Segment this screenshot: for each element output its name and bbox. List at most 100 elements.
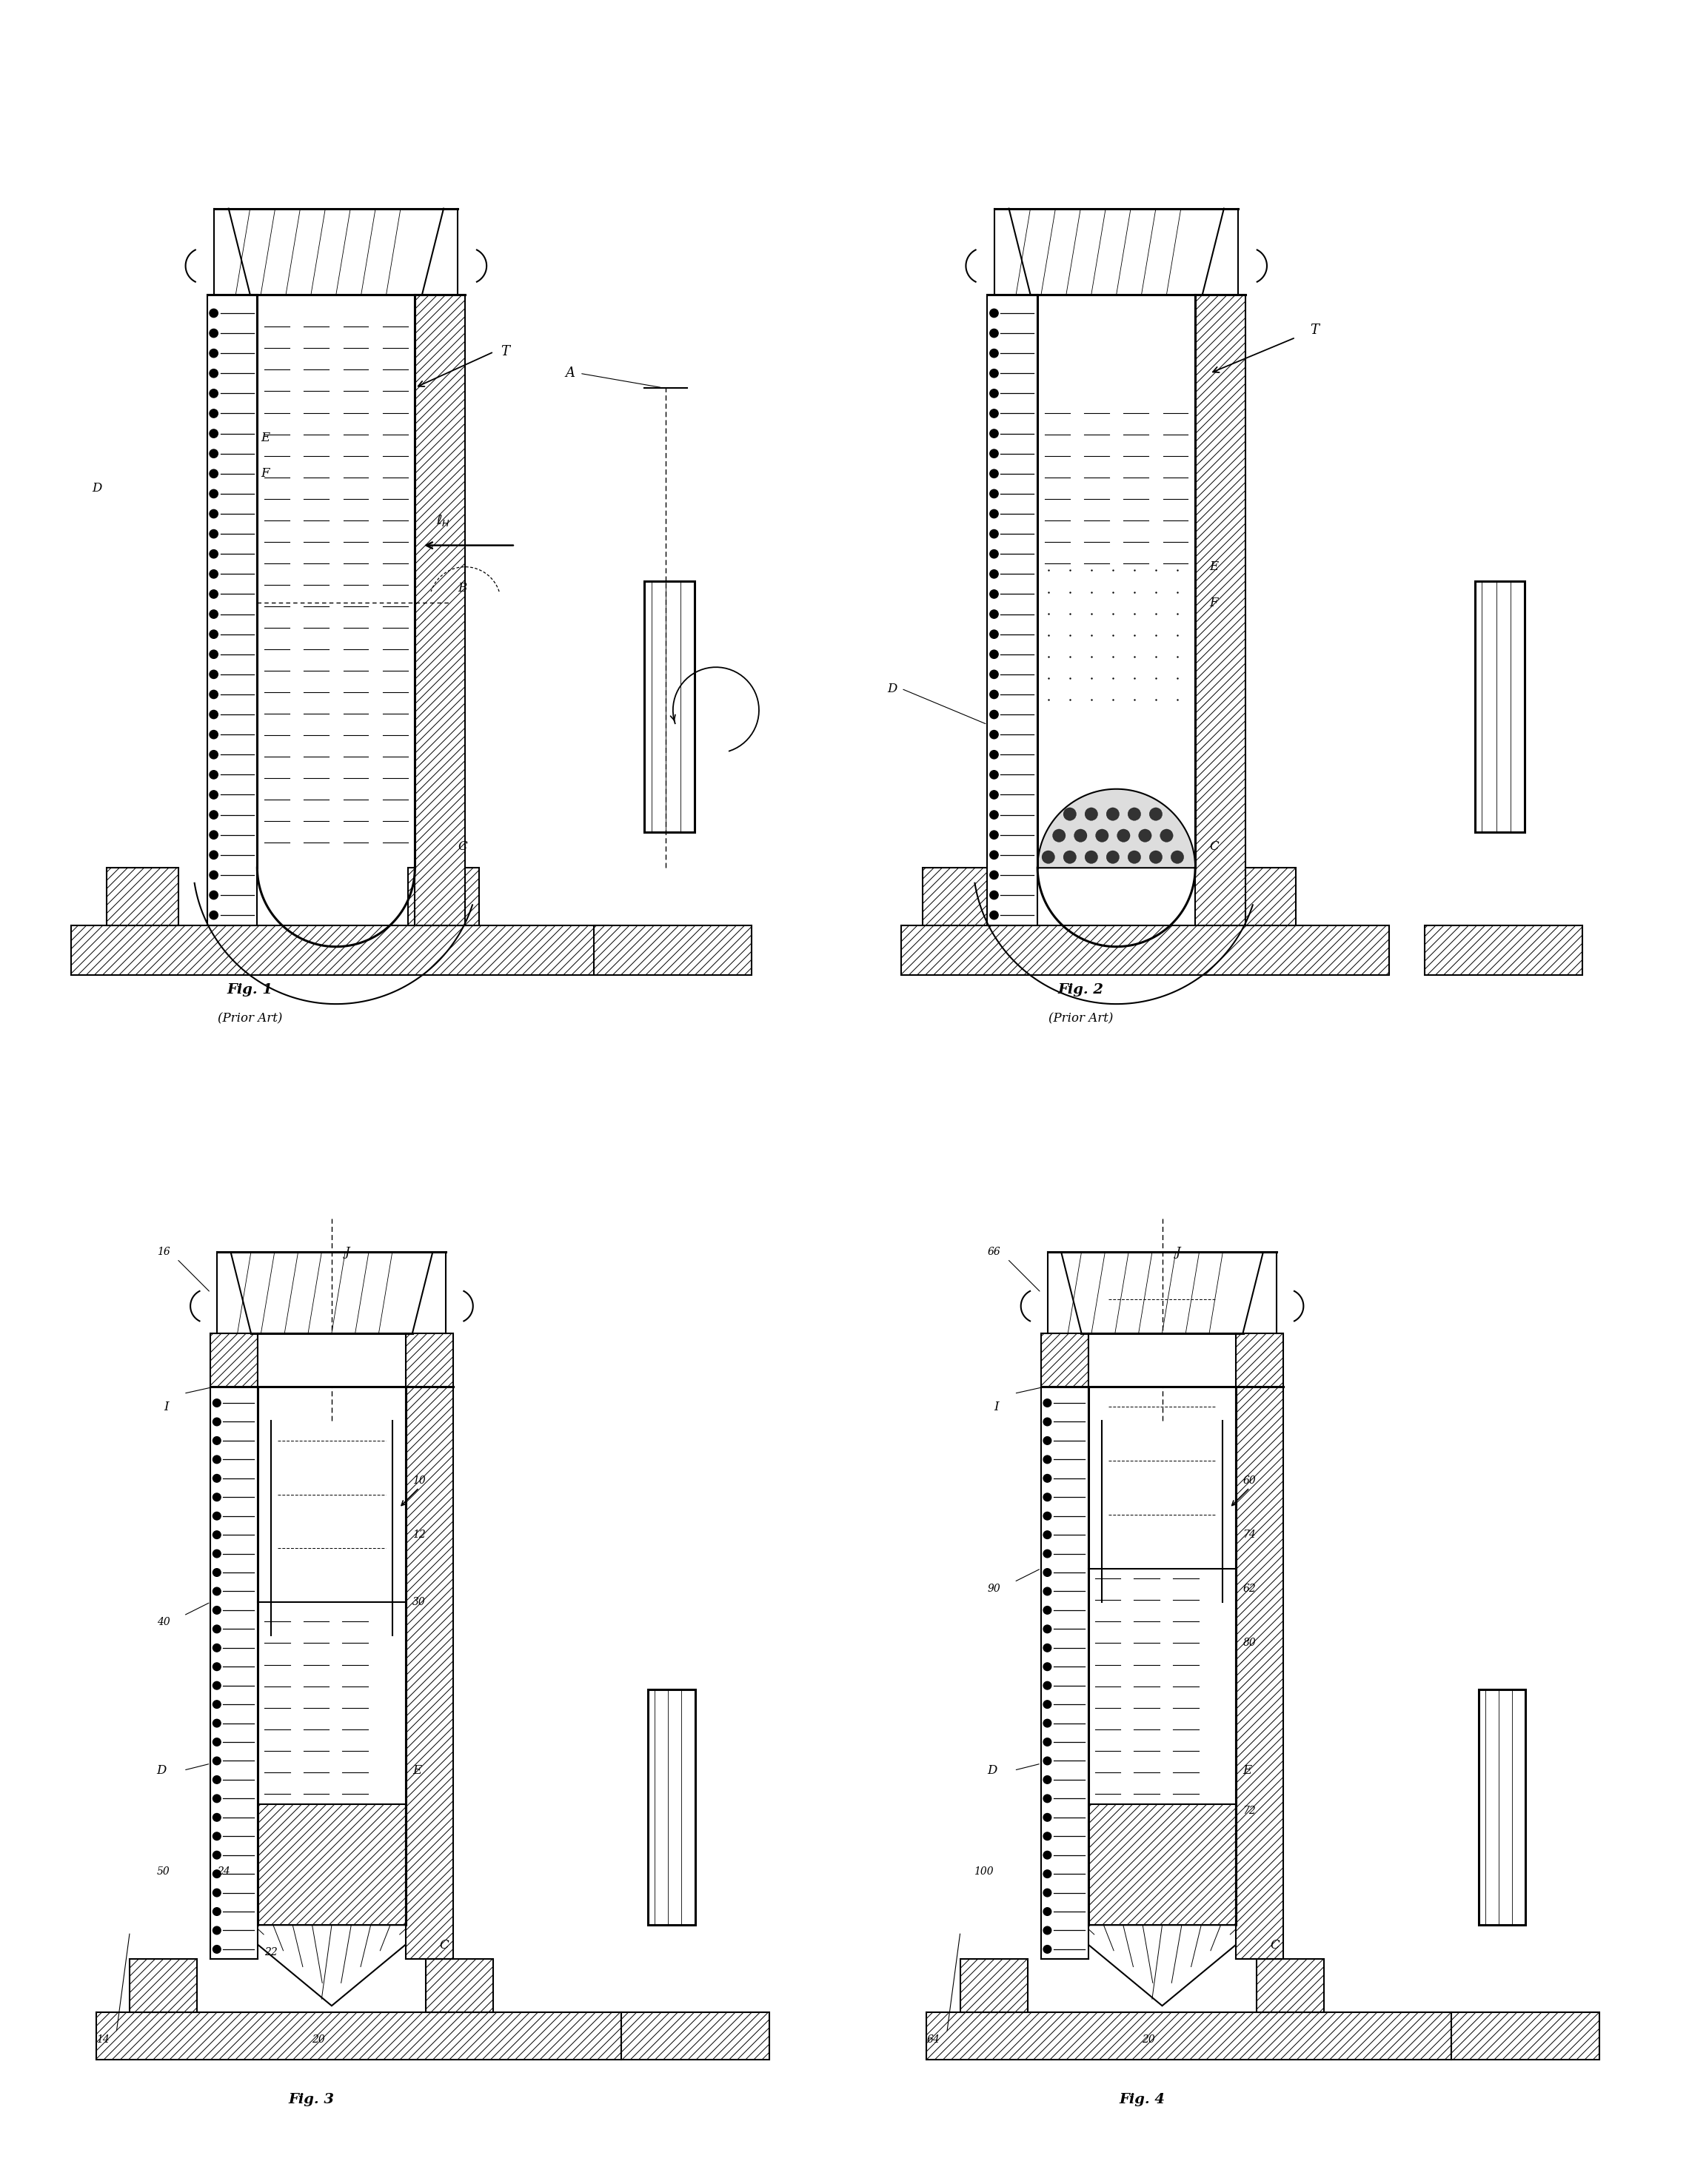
Circle shape [209, 690, 218, 699]
Circle shape [990, 349, 998, 358]
Text: D: D [988, 1765, 997, 1776]
Bar [415, 295, 464, 926]
Bar [1040, 1332, 1088, 1387]
Text: F: F [260, 467, 269, 480]
Circle shape [209, 710, 218, 719]
Text: Fig. 1: Fig. 1 [226, 983, 274, 996]
Circle shape [990, 369, 998, 378]
Circle shape [209, 830, 218, 839]
Text: 100: 100 [975, 1865, 993, 1876]
Circle shape [213, 1645, 221, 1651]
Circle shape [1044, 1437, 1051, 1444]
Bar [405, 1332, 453, 1387]
Circle shape [990, 710, 998, 719]
Text: F: F [1209, 596, 1218, 609]
Circle shape [1116, 830, 1130, 843]
Text: 80: 80 [1243, 1638, 1257, 1647]
Circle shape [1128, 808, 1140, 821]
Polygon shape [235, 1924, 429, 2005]
Circle shape [1170, 850, 1184, 863]
Text: 50: 50 [157, 1865, 171, 1876]
Circle shape [1064, 850, 1076, 863]
Circle shape [1044, 1795, 1051, 1802]
Text: 66: 66 [988, 1247, 1000, 1258]
Circle shape [209, 791, 218, 799]
Circle shape [213, 1682, 221, 1690]
Circle shape [213, 1455, 221, 1463]
Circle shape [990, 450, 998, 459]
Text: Fig. 3: Fig. 3 [289, 2092, 334, 2108]
Circle shape [990, 408, 998, 417]
Circle shape [1044, 1494, 1051, 1500]
Circle shape [990, 509, 998, 518]
Bar [106, 867, 179, 926]
Circle shape [990, 550, 998, 559]
Text: 20: 20 [1142, 2033, 1155, 2044]
Text: C: C [458, 841, 468, 852]
Text: J: J [1176, 1245, 1181, 1258]
Circle shape [1044, 1551, 1051, 1557]
Circle shape [213, 1531, 221, 1540]
Circle shape [990, 470, 998, 478]
Circle shape [1044, 1511, 1051, 1520]
Text: (Prior Art): (Prior Art) [218, 1011, 282, 1024]
Circle shape [990, 729, 998, 738]
Bar [1478, 1690, 1525, 1924]
Circle shape [1096, 830, 1108, 843]
Circle shape [209, 550, 218, 559]
Text: 72: 72 [1243, 1806, 1257, 1815]
Text: $\ell_H$: $\ell_H$ [436, 513, 451, 529]
Circle shape [990, 570, 998, 579]
Circle shape [1044, 1738, 1051, 1745]
Circle shape [209, 408, 218, 417]
Circle shape [990, 489, 998, 498]
Circle shape [990, 590, 998, 598]
Text: 14: 14 [96, 2033, 110, 2044]
Circle shape [209, 389, 218, 397]
Bar [988, 295, 1037, 926]
Circle shape [209, 531, 218, 537]
Circle shape [213, 1511, 221, 1520]
Circle shape [1106, 850, 1120, 863]
Text: B: B [458, 583, 466, 594]
Bar [130, 1959, 198, 2011]
Circle shape [209, 570, 218, 579]
Circle shape [213, 1701, 221, 1708]
Text: 74: 74 [1243, 1529, 1257, 1540]
Circle shape [209, 751, 218, 758]
Circle shape [1044, 1719, 1051, 1728]
Text: 12: 12 [412, 1529, 426, 1540]
Circle shape [213, 1719, 221, 1728]
Circle shape [213, 1946, 221, 1952]
Bar [96, 2011, 622, 2060]
Text: 62: 62 [1243, 1583, 1257, 1594]
Circle shape [1128, 850, 1140, 863]
Text: Fig. 4: Fig. 4 [1120, 2092, 1165, 2108]
Text: 24: 24 [218, 1865, 230, 1876]
Bar [927, 2011, 1451, 2060]
Circle shape [1044, 1531, 1051, 1540]
Polygon shape [1064, 1924, 1260, 2005]
Bar [405, 1387, 453, 1959]
Circle shape [213, 1832, 221, 1841]
Circle shape [1044, 1645, 1051, 1651]
Circle shape [1044, 1682, 1051, 1690]
Circle shape [990, 670, 998, 679]
Bar [211, 1387, 258, 1959]
Text: E: E [1209, 561, 1218, 572]
Circle shape [209, 330, 218, 336]
Circle shape [990, 308, 998, 317]
Circle shape [990, 609, 998, 618]
Text: D: D [887, 681, 897, 695]
Circle shape [209, 911, 218, 919]
Circle shape [209, 590, 218, 598]
Circle shape [209, 670, 218, 679]
Text: C: C [1209, 841, 1219, 852]
Circle shape [1044, 1852, 1051, 1859]
Bar [71, 926, 608, 976]
Text: A: A [566, 367, 574, 380]
Text: E: E [260, 432, 270, 443]
Circle shape [990, 852, 998, 858]
Text: Fig. 2: Fig. 2 [1057, 983, 1103, 996]
Circle shape [213, 1400, 221, 1406]
